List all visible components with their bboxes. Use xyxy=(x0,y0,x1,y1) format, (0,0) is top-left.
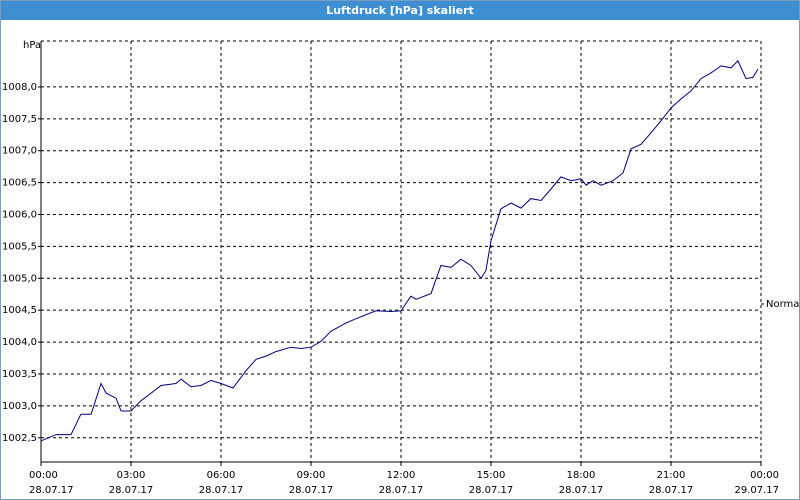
x-tick-date: 28.07.17 xyxy=(559,485,604,496)
x-tick-date: 28.07.17 xyxy=(199,485,244,496)
y-tick-label: 1007,0 xyxy=(2,146,37,157)
x-tick-label: 00:00 xyxy=(750,470,779,481)
x-tick-label: 18:00 xyxy=(567,470,596,481)
y-tick-label: 1003,0 xyxy=(2,401,37,412)
y-tick-label: 1005,5 xyxy=(2,241,37,252)
y-tick-label: 1005,0 xyxy=(2,273,37,284)
y-tick-label: 1007,5 xyxy=(2,114,37,125)
x-tick-label: 00:00 xyxy=(29,470,58,481)
y-tick-label: 1008,0 xyxy=(2,82,37,93)
x-tick-date: 28.07.17 xyxy=(469,485,514,496)
y-tick-label: 1003,5 xyxy=(2,369,37,380)
x-tick-label: 09:00 xyxy=(297,470,326,481)
x-tick-label: 03:00 xyxy=(117,470,146,481)
y-axis-label: hPa xyxy=(23,40,41,51)
y-tick-label: 1006,5 xyxy=(2,178,37,189)
x-tick-date: 28.07.17 xyxy=(29,485,74,496)
x-tick-label: 12:00 xyxy=(387,470,416,481)
data-line xyxy=(40,59,759,442)
y-tick-label: 1004,0 xyxy=(2,337,37,348)
y-tick-label: 1004,5 xyxy=(2,305,37,316)
x-tick-date: 29.07.17 xyxy=(734,485,779,496)
y-tick-label: 1002,5 xyxy=(2,433,37,444)
x-tick-date: 28.07.17 xyxy=(379,485,424,496)
x-tick-date: 28.07.17 xyxy=(109,485,154,496)
title-bar: Luftdruck [hPa] skaliert xyxy=(1,1,799,20)
x-tick-date: 28.07.17 xyxy=(649,485,694,496)
x-tick-label: 06:00 xyxy=(207,470,236,481)
y-tick-label: 1006,0 xyxy=(2,210,37,221)
x-tick-label: 21:00 xyxy=(657,470,686,481)
x-tick-label: 15:00 xyxy=(477,470,506,481)
legend-label: Normal xyxy=(766,299,799,310)
x-tick-date: 28.07.17 xyxy=(289,485,334,496)
